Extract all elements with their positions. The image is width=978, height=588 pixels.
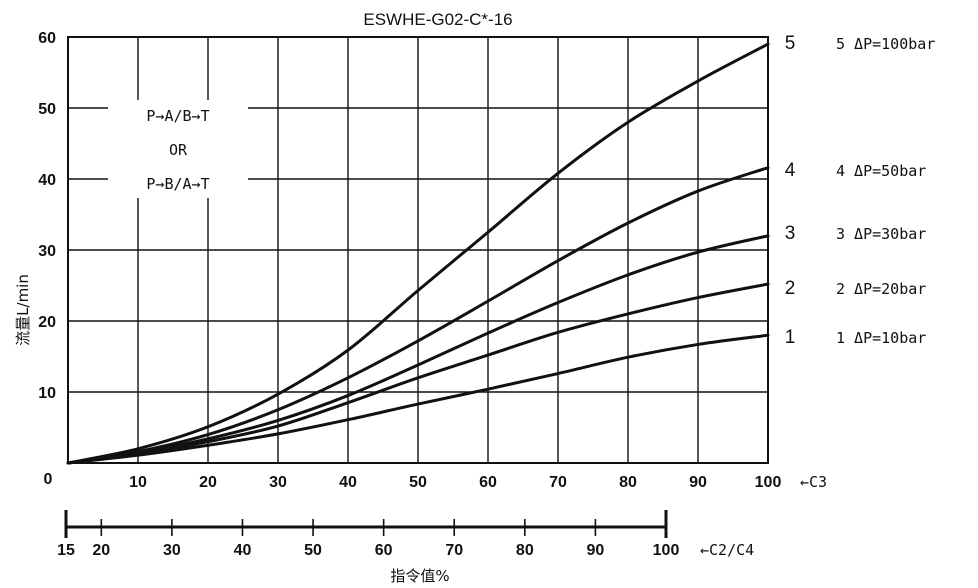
secondary-tick-label-50: 50: [304, 542, 322, 559]
c3-axis-tag: ←C3: [800, 473, 827, 491]
y-tick-label-60: 60: [38, 30, 56, 47]
x-tick-label-70: 70: [549, 474, 567, 491]
x-tick-label-20: 20: [199, 474, 217, 491]
c2-c4-axis-tag: ←C2/C4: [700, 541, 754, 559]
secondary-tick-label-20: 20: [92, 542, 110, 559]
secondary-tick-label-30: 30: [163, 542, 181, 559]
curve-label-2: 2: [785, 278, 796, 299]
plot-frame: [67, 36, 769, 464]
secondary-tick-label-60: 60: [375, 542, 393, 559]
curve-1: [66, 333, 770, 465]
x-tick-label-0: 0: [44, 471, 53, 488]
secondary-tick-label-100: 100: [653, 542, 680, 559]
curve-5: [66, 42, 770, 465]
y-tick-label-10: 10: [38, 385, 56, 402]
curve-2: [66, 282, 770, 465]
chart-title: ESWHE-G02-C*-16: [363, 10, 512, 29]
x-tick-label-100: 100: [755, 474, 782, 491]
flow-box-line-2: OR: [169, 141, 188, 159]
curve-label-5: 5: [785, 33, 796, 54]
y-tick-label-50: 50: [38, 101, 56, 118]
curve-label-4: 4: [785, 160, 796, 181]
x-axis-label: 指令值%: [390, 567, 449, 585]
x-tick-labels: 10 20 30 40 50 60 70 80 90 100: [129, 474, 781, 491]
x-tick-label-60: 60: [479, 474, 497, 491]
curve-4: [66, 166, 770, 465]
y-tick-label-20: 20: [38, 314, 56, 331]
legend: 1 ΔP=10bar 2 ΔP=20bar 3 ΔP=30bar 4 ΔP=50bar…: [836, 35, 935, 347]
legend-entry-3: 3 ΔP=30bar: [836, 225, 926, 243]
curve-label-3: 3: [785, 223, 796, 244]
legend-entry-2: 2 ΔP=20bar: [836, 280, 926, 298]
curve-3: [66, 234, 770, 465]
series-curves: [66, 42, 770, 465]
flow-box-background: [108, 100, 248, 198]
y-axis-label: 流量L/min: [14, 274, 32, 346]
x-tick-label-40: 40: [339, 474, 357, 491]
flow-box-line-3: P→B/A→T: [146, 175, 209, 193]
x-tick-label-90: 90: [689, 474, 707, 491]
flow-direction-box: P→A/B→T OR P→B/A→T: [108, 100, 248, 198]
x-tick-label-30: 30: [269, 474, 287, 491]
y-tick-label-40: 40: [38, 172, 56, 189]
secondary-tick-label-90: 90: [587, 542, 605, 559]
x-tick-label-10: 10: [129, 474, 147, 491]
y-tick-label-30: 30: [38, 243, 56, 260]
secondary-tick-label-40: 40: [234, 542, 252, 559]
x-tick-label-80: 80: [619, 474, 637, 491]
x-tick-label-50: 50: [409, 474, 427, 491]
legend-entry-5: 5 ΔP=100bar: [836, 35, 935, 53]
flow-box-line-1: P→A/B→T: [146, 107, 209, 125]
curve-label-1: 1: [785, 327, 796, 348]
legend-entry-1: 1 ΔP=10bar: [836, 329, 926, 347]
secondary-tick-label-70: 70: [445, 542, 463, 559]
legend-entry-4: 4 ΔP=50bar: [836, 162, 926, 180]
curve-number-labels: 1 2 3 4 5: [785, 33, 796, 348]
secondary-axis: 15 20 30 40 50 60 70 80 90 100: [57, 510, 679, 559]
y-tick-labels: 10 20 30 40 50 60: [38, 30, 56, 402]
secondary-tick-label-15: 15: [57, 542, 75, 559]
secondary-tick-label-80: 80: [516, 542, 534, 559]
